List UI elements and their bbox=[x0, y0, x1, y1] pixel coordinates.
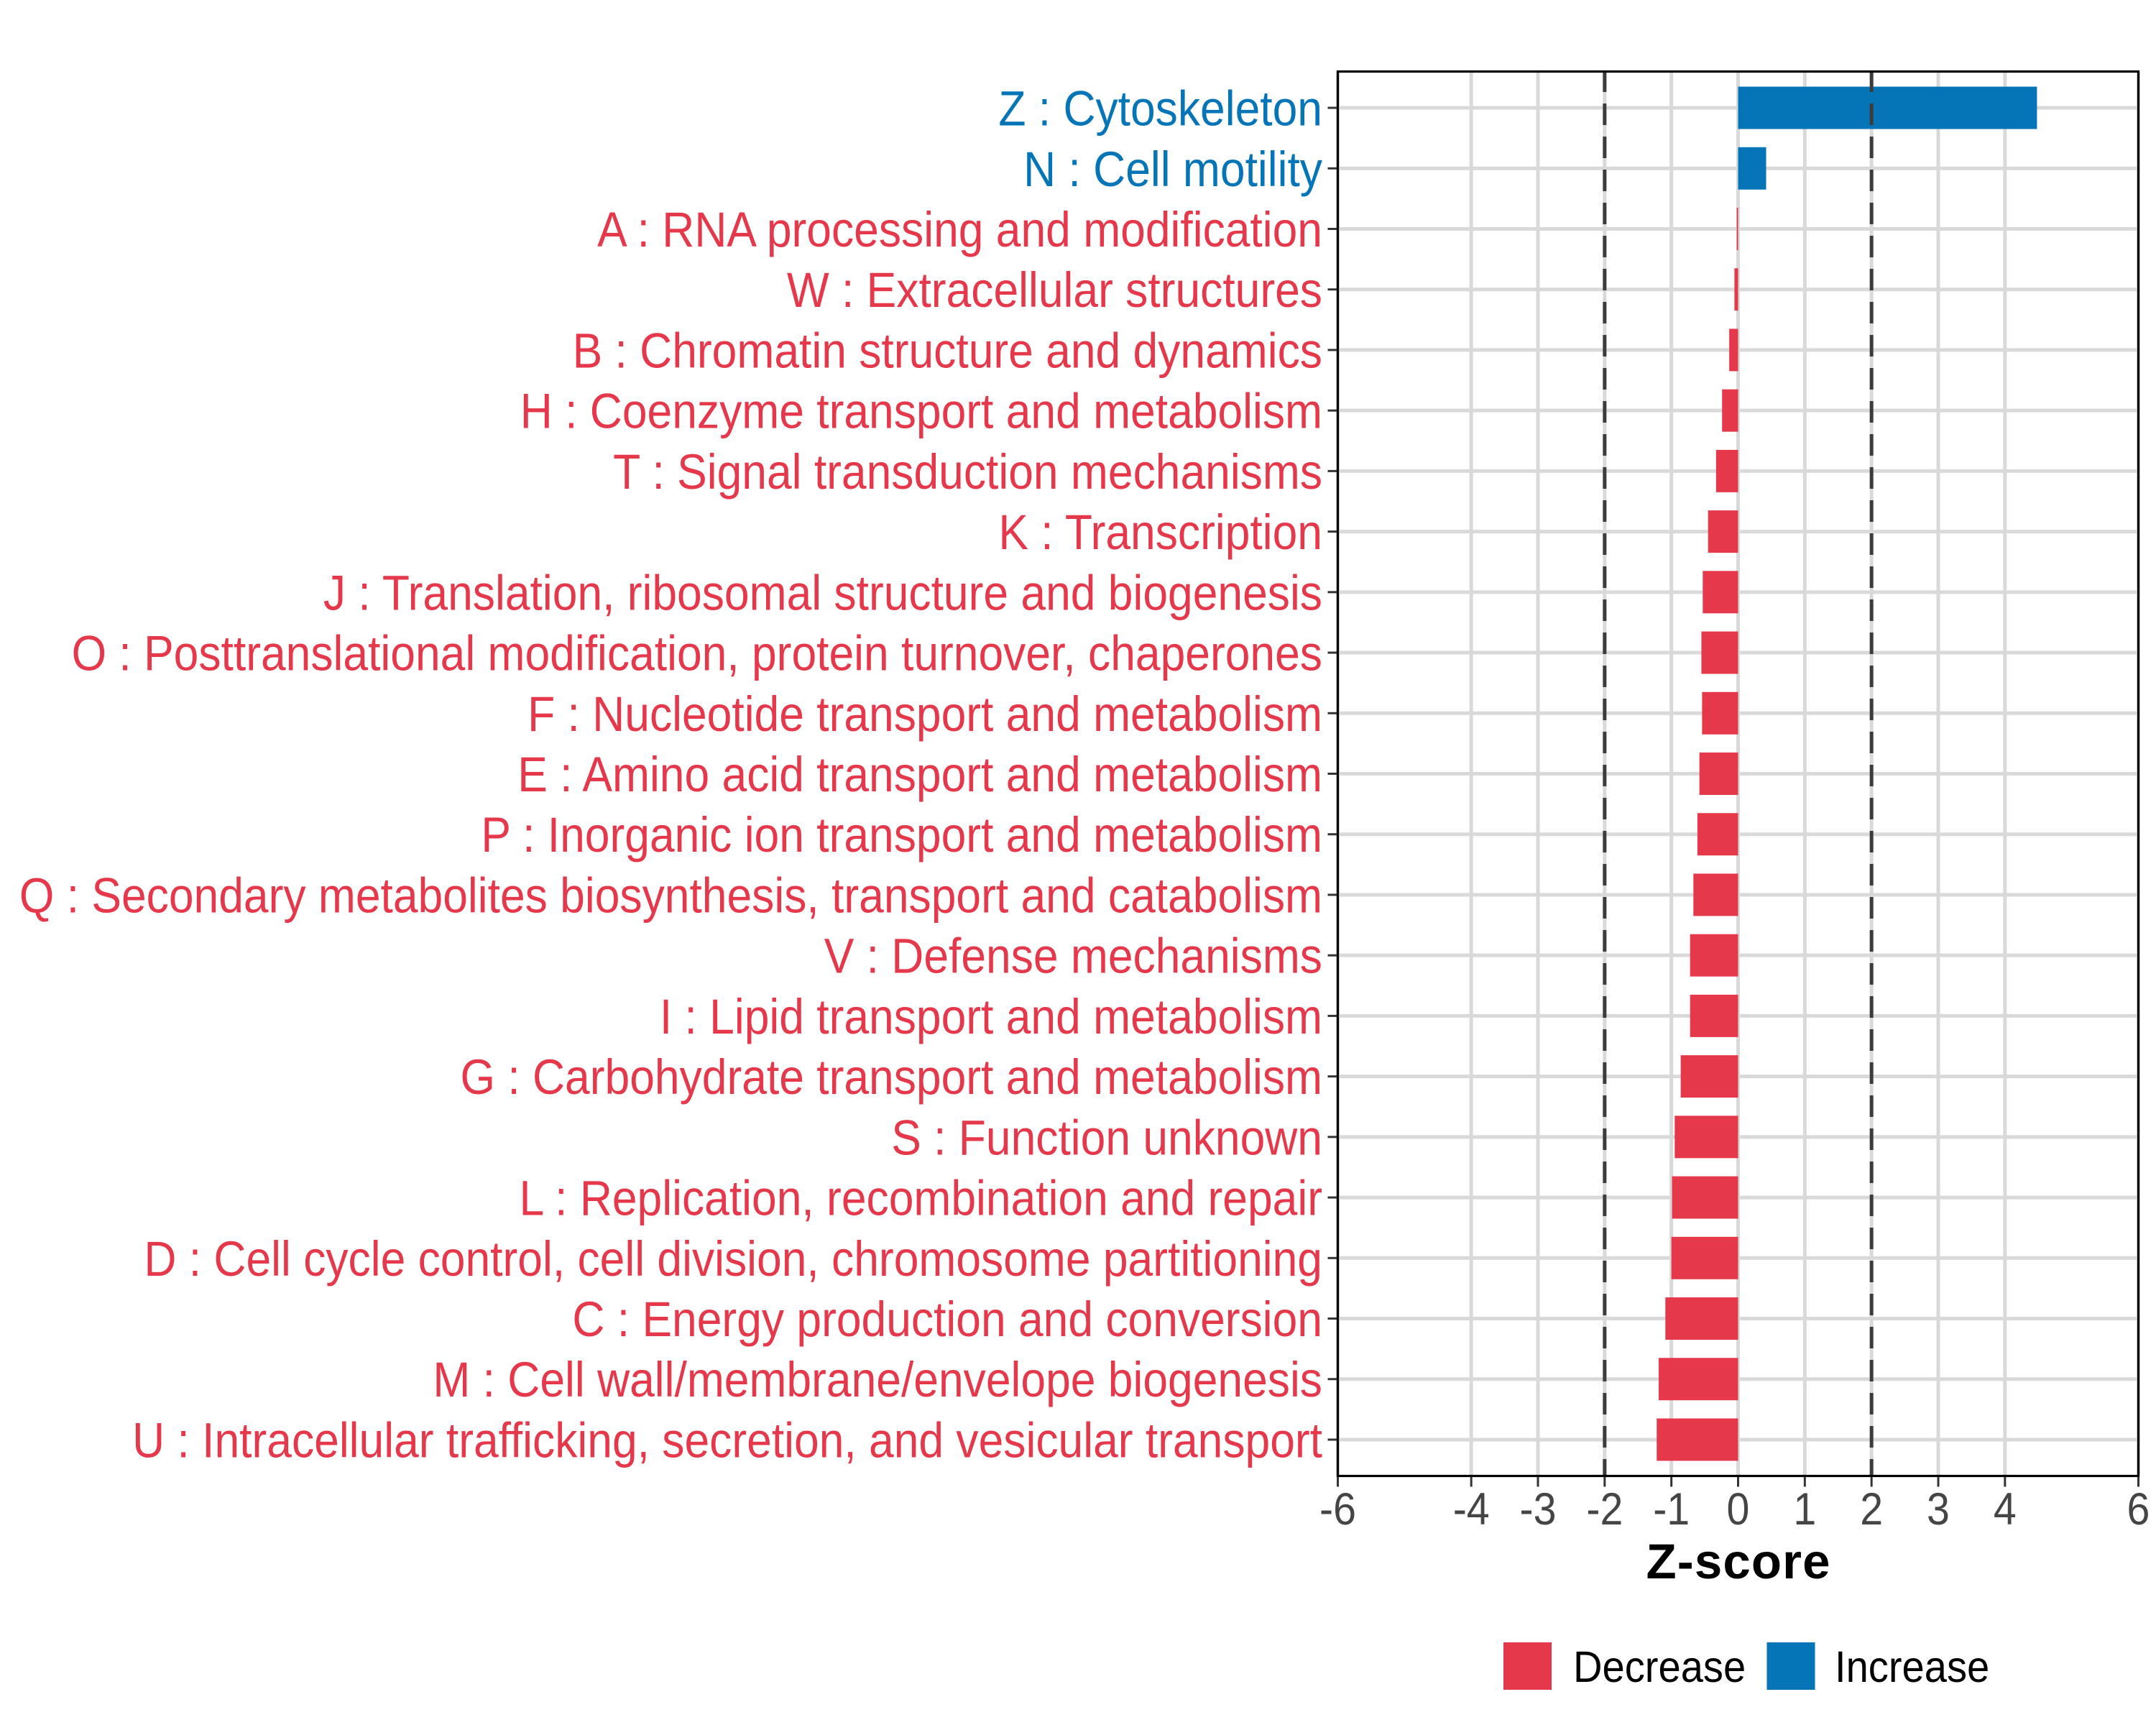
svg-text:F : Nucleotide transport and m: F : Nucleotide transport and metabolism bbox=[528, 686, 1322, 742]
svg-text:2: 2 bbox=[1860, 1483, 1883, 1534]
svg-text:E : Amino acid transport and m: E : Amino acid transport and metabolism bbox=[517, 746, 1322, 802]
svg-text:0: 0 bbox=[1727, 1483, 1750, 1534]
svg-text:I : Lipid transport and metabo: I : Lipid transport and metabolism bbox=[660, 988, 1322, 1044]
svg-text:4: 4 bbox=[1994, 1483, 2017, 1534]
svg-text:B : Chromatin structure and dy: B : Chromatin structure and dynamics bbox=[573, 322, 1322, 378]
svg-text:Decrease: Decrease bbox=[1573, 1643, 1746, 1692]
svg-text:L : Replication, recombination: L : Replication, recombination and repai… bbox=[519, 1170, 1322, 1226]
svg-text:P : Inorganic ion transport an: P : Inorganic ion transport and metaboli… bbox=[481, 806, 1322, 862]
svg-text:J : Translation, ribosomal str: J : Translation, ribosomal structure and… bbox=[323, 564, 1322, 620]
svg-text:M : Cell wall/membrane/envelop: M : Cell wall/membrane/envelope biogenes… bbox=[433, 1351, 1322, 1407]
svg-text:1: 1 bbox=[1793, 1483, 1816, 1534]
svg-text:G : Carbohydrate transport and: G : Carbohydrate transport and metabolis… bbox=[461, 1049, 1322, 1105]
svg-text:-6: -6 bbox=[1319, 1483, 1356, 1534]
svg-text:V : Defense mechanisms: V : Defense mechanisms bbox=[824, 928, 1322, 984]
svg-text:Q : Secondary metabolites bios: Q : Secondary metabolites biosynthesis, … bbox=[19, 868, 1322, 924]
svg-text:O : Posttranslational modifica: O : Posttranslational modification, prot… bbox=[72, 625, 1322, 681]
svg-text:K : Transcription: K : Transcription bbox=[998, 504, 1322, 560]
svg-text:T : Signal transduction mechan: T : Signal transduction mechanisms bbox=[613, 443, 1322, 500]
svg-text:-3: -3 bbox=[1520, 1483, 1557, 1534]
svg-text:3: 3 bbox=[1927, 1483, 1950, 1534]
svg-text:Increase: Increase bbox=[1835, 1643, 1989, 1692]
svg-text:C : Energy production and conv: C : Energy production and conversion bbox=[572, 1291, 1322, 1347]
svg-text:W : Extracellular structures: W : Extracellular structures bbox=[787, 262, 1322, 318]
svg-text:H : Coenzyme transport and met: H : Coenzyme transport and metabolism bbox=[520, 383, 1322, 439]
svg-text:S : Function unknown: S : Function unknown bbox=[891, 1109, 1322, 1165]
svg-text:A : RNA processing and modific: A : RNA processing and modification bbox=[597, 201, 1322, 257]
svg-text:-2: -2 bbox=[1586, 1483, 1623, 1534]
svg-text:N : Cell motility: N : Cell motility bbox=[1023, 141, 1322, 197]
svg-text:U : Intracellular trafficking,: U : Intracellular trafficking, secretion… bbox=[132, 1412, 1322, 1468]
svg-text:Z-score: Z-score bbox=[1646, 1534, 1830, 1589]
svg-text:-4: -4 bbox=[1453, 1483, 1490, 1534]
svg-text:6: 6 bbox=[2127, 1483, 2150, 1534]
svg-text:Z : Cytoskeleton: Z : Cytoskeleton bbox=[998, 80, 1322, 137]
svg-text:D : Cell cycle control, cell d: D : Cell cycle control, cell division, c… bbox=[144, 1230, 1322, 1287]
svg-text:-1: -1 bbox=[1653, 1483, 1690, 1534]
